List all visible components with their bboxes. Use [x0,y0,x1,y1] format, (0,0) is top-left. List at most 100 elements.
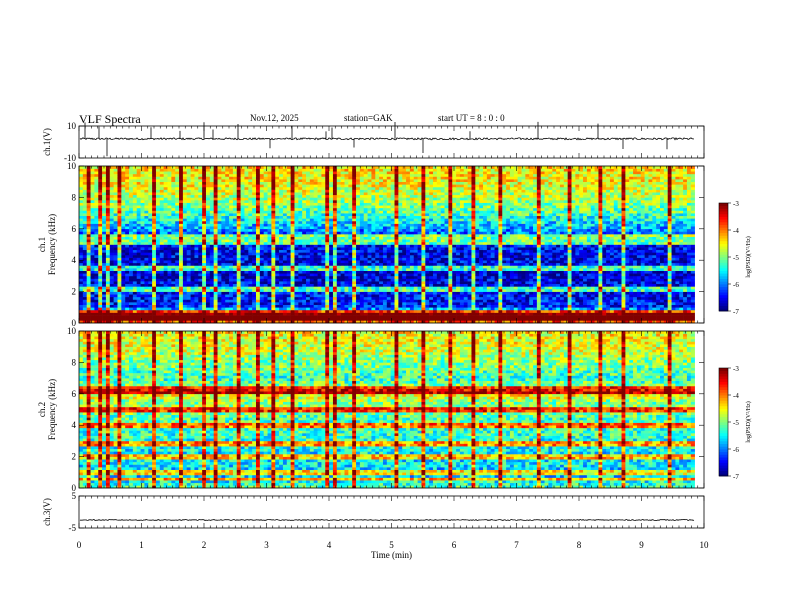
spectrogram-cell [660,299,664,302]
spectrogram-cell [391,245,395,248]
spectrogram-cell [283,265,287,268]
spectrogram-cell [675,289,679,292]
spectrogram-cell [391,255,395,258]
spectrogram-cell [602,252,606,255]
spectrogram-cell [525,315,529,318]
spectrogram-cell [618,263,622,266]
spectrogram-cell [141,279,145,282]
spectrogram-cell [606,268,610,271]
spectrogram-cell [441,276,445,279]
spectrogram-cell [171,305,175,308]
spectrogram-cell [175,268,179,271]
spectrogram-cell [398,292,402,295]
spectrogram-cell [229,255,233,258]
spectrogram-cell [175,273,179,276]
spectrogram-cell [383,289,387,292]
spectrogram-cell [206,271,210,274]
spectrogram-cell [679,313,683,316]
spectrogram-cell [668,250,672,253]
spectrogram-cell [460,252,464,255]
spectrogram-cell [491,252,495,255]
spectrogram-cell [183,318,187,321]
spectrogram-cell [87,286,91,289]
spectrogram-cell [210,318,214,321]
spectrogram-cell [375,265,379,268]
spectrogram-cell [244,305,248,308]
spectrogram-cell [229,273,233,276]
spectrogram-cell [325,247,329,250]
spectrogram-cell [175,286,179,289]
spectrogram-cell [429,315,433,318]
spectrogram-cell [598,307,602,310]
spectrogram-cell [264,284,268,287]
spectrogram-cell [179,263,183,266]
spectrogram-cell [168,271,172,274]
spectrogram-cell [291,273,295,276]
spectrogram-cell [656,281,660,284]
spectrogram-cell [160,313,164,316]
spectrogram-cell [248,260,252,263]
spectrogram-cell [622,247,626,250]
spectrogram-cell [241,279,245,282]
spectrogram-cell [344,255,348,258]
spectrogram-cell [171,307,175,310]
spectrogram-cell [129,258,133,261]
spectrogram-cell [548,265,552,268]
spectrogram-cell [456,247,460,250]
spectrogram-cell [252,255,256,258]
spectrogram-cell [387,265,391,268]
spectrogram-cell [525,258,529,261]
spectrogram-cell [487,307,491,310]
spectrogram-cell [456,276,460,279]
spectrogram-cell [241,281,245,284]
spectrogram-cell [468,286,472,289]
spectrogram-cell [194,281,198,284]
spectrogram-cell [506,297,510,300]
spectrogram-cell [114,294,118,297]
spectrogram-cell [602,281,606,284]
spectrogram-cell [329,276,333,279]
spectrogram-cell [252,265,256,268]
spectrogram-cell [379,247,383,250]
spectrogram-cell [375,245,379,248]
spectrogram-cell [587,297,591,300]
spectrogram-cell [214,305,218,308]
spectrogram-cell [495,271,499,274]
spectrogram-cell [595,255,599,258]
spectrogram-cell [275,297,279,300]
spectrogram-cell [318,313,322,316]
spectrogram-cell [160,299,164,302]
spectrogram-cell [395,315,399,318]
spectrogram-cell [187,268,191,271]
spectrogram-cell [198,305,202,308]
spectrogram-cell [629,276,633,279]
spectrogram-cell [294,250,298,253]
spectrogram-cell [375,299,379,302]
spectrogram-cell [260,250,264,253]
spectrogram-cell [117,305,121,308]
spectrogram-cell [164,250,168,253]
spectrogram-cell [275,294,279,297]
spectrogram-cell [129,294,133,297]
spectrogram-cell [279,284,283,287]
spectrogram-cell [468,292,472,295]
spectrogram-cell [387,286,391,289]
spectrogram-cell [83,260,87,263]
spectrogram-cell [306,318,310,321]
spectrogram-cell [341,307,345,310]
spectrogram-cell [606,247,610,250]
spectrogram-cell [268,310,272,313]
spectrogram-cell [87,245,91,248]
spectrogram-cell [425,279,429,282]
spectrogram-cell [637,294,641,297]
spectrogram-cell [572,265,576,268]
spectrogram-cell [264,318,268,321]
spectrogram-cell [183,307,187,310]
spectrogram-cell [368,281,372,284]
spectrogram-cell [375,307,379,310]
spectrogram-cell [221,252,225,255]
spectrogram-cell [652,265,656,268]
spectrogram-cell [183,258,187,261]
spectrogram-cell [487,294,491,297]
spectrogram-cell [525,252,529,255]
